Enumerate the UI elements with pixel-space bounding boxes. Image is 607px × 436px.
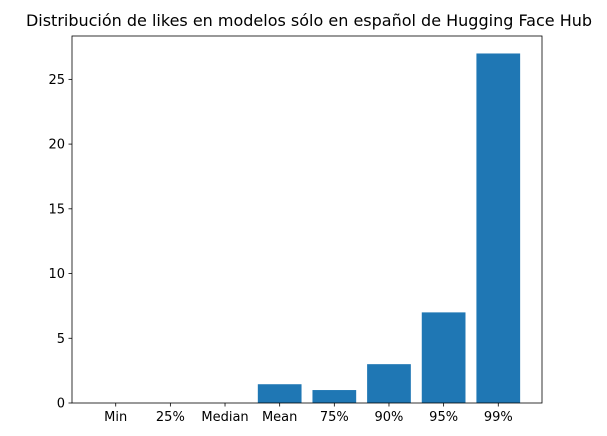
y-axis: 0 5 10 15 20 25 [48, 73, 72, 412]
y-tick-label: 25 [48, 73, 65, 88]
y-tick-label: 20 [48, 138, 65, 153]
bar-90pct [367, 364, 411, 403]
y-tick-label: 10 [48, 267, 65, 282]
bar-95pct [421, 312, 466, 403]
x-tick-label: 75% [320, 410, 349, 425]
x-tick-label: Min [104, 410, 127, 425]
x-tick-label: 90% [375, 410, 404, 425]
y-tick-label: 5 [57, 332, 65, 347]
x-tick-label: Mean [262, 410, 297, 425]
x-axis: Min 25% Median Mean 75% 90% 95% 99% [104, 403, 513, 425]
x-tick-label: Median [201, 410, 248, 425]
y-tick-label: 15 [48, 202, 65, 217]
bar-mean [257, 384, 302, 403]
y-tick-label: 0 [57, 397, 65, 412]
bar-99pct [476, 53, 521, 403]
x-tick-label: 25% [156, 410, 185, 425]
x-tick-label: 99% [484, 410, 513, 425]
bars-group [257, 53, 521, 403]
axes-frame [71, 35, 543, 404]
x-tick-label: 95% [429, 410, 458, 425]
bar-75pct [312, 390, 357, 403]
chart-title: Distribución de likes en modelos sólo en… [26, 11, 592, 30]
